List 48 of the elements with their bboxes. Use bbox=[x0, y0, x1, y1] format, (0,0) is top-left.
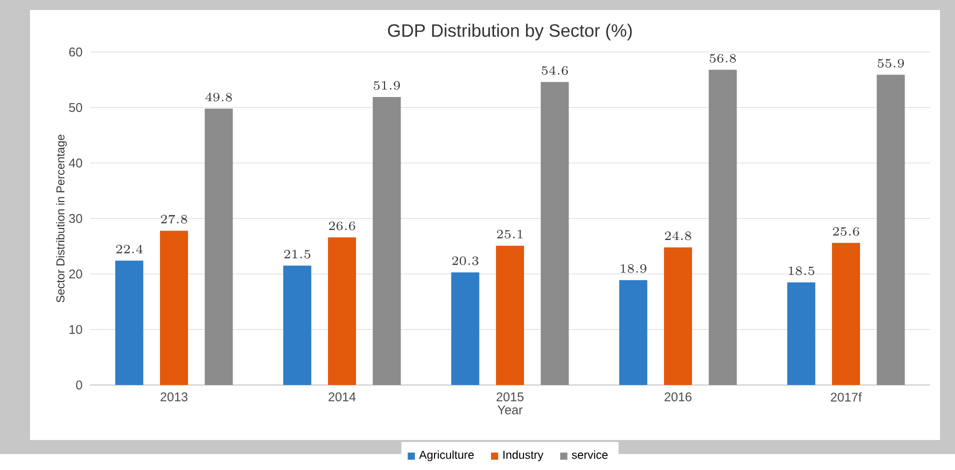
data-label: 22 . 4 bbox=[116, 244, 143, 254]
data-label: 18 . 9 bbox=[620, 264, 646, 273]
y-tick-label: 0 bbox=[76, 380, 82, 390]
data-label: 20 . 3 bbox=[452, 256, 478, 266]
legend-label: Agriculture bbox=[419, 450, 474, 462]
data-label: 55 . 9 bbox=[878, 58, 904, 68]
y-axis-title: Sector Distribution in Percentage bbox=[56, 134, 67, 302]
bar bbox=[160, 230, 188, 385]
bar bbox=[496, 246, 524, 385]
y-tick-label: 10 bbox=[70, 324, 82, 334]
x-tick-label: 2014 bbox=[328, 392, 356, 402]
bar bbox=[540, 82, 569, 385]
bar bbox=[708, 70, 737, 385]
bar bbox=[787, 282, 816, 385]
chart-title: GDP Distribution by Sector (%) bbox=[388, 24, 632, 40]
bar bbox=[372, 96, 401, 385]
data-label: 27. 8 bbox=[161, 214, 188, 224]
bar bbox=[328, 237, 356, 385]
y-tick-label: 30 bbox=[69, 214, 82, 223]
data-label: 24 . 8 bbox=[665, 231, 692, 240]
data-label: 18 . 5 bbox=[788, 266, 814, 276]
x-tick-label: 2016 bbox=[664, 392, 692, 402]
data-label: 51 . 9 bbox=[374, 81, 400, 90]
data-label: 21 . 5 bbox=[284, 250, 310, 258]
bar bbox=[876, 74, 905, 385]
bar bbox=[832, 242, 860, 385]
bar bbox=[664, 247, 692, 385]
data-label: 25 . 1 bbox=[497, 230, 523, 238]
data-label: 25 . 6 bbox=[833, 226, 860, 236]
data-label: 54 . 6 bbox=[542, 66, 568, 75]
data-label: 26 . 6 bbox=[329, 221, 356, 230]
x-tick-label: 2017f bbox=[830, 392, 862, 402]
legend-label: Industry bbox=[503, 450, 544, 462]
bar bbox=[283, 266, 312, 385]
y-tick-label: 60 bbox=[69, 47, 82, 56]
legend-label: service bbox=[572, 450, 608, 459]
bar bbox=[451, 272, 480, 385]
y-tick-label: 40 bbox=[68, 158, 82, 168]
bar bbox=[619, 280, 648, 385]
x-tick-label: 2015 bbox=[496, 392, 524, 402]
bar bbox=[115, 260, 144, 385]
x-axis-title: Year bbox=[498, 405, 523, 414]
data-label: 49 . 8 bbox=[205, 92, 232, 102]
y-tick-label: 50 bbox=[69, 102, 82, 112]
y-tick-label: 20 bbox=[69, 269, 82, 278]
data-label: 56 . 8 bbox=[710, 54, 736, 62]
x-tick-label: 2013 bbox=[160, 392, 188, 402]
bar bbox=[204, 108, 233, 385]
